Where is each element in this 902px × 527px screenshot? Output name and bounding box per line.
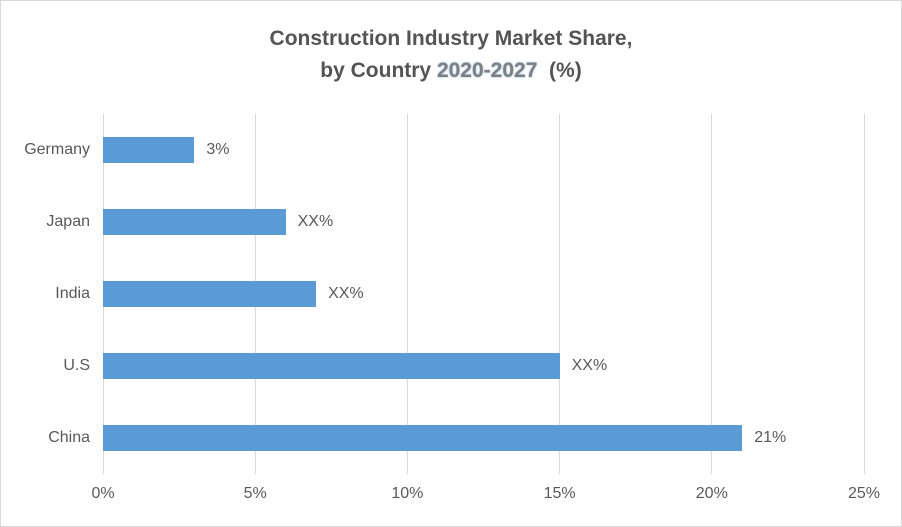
chart-title-year-range: 2020-2027: [436, 59, 538, 82]
data-label: XX%: [297, 213, 334, 230]
bar-us: [103, 353, 560, 379]
category-label: China: [48, 429, 90, 446]
plot-area: Germany 3% Japan XX% India XX% U.S XX% China 21%: [24, 114, 865, 474]
x-axis: 0% 5% 10% 15% 20% 25%: [91, 485, 880, 507]
bar-row-germany: Germany 3%: [24, 114, 864, 186]
gridline: [711, 114, 713, 474]
x-tick-label: 20%: [695, 485, 728, 502]
data-label: XX%: [328, 285, 364, 302]
chart-title: Construction Industry Market Share, by Co…: [1, 23, 901, 87]
x-tick-label: 5%: [243, 485, 267, 502]
gridline: [406, 114, 408, 474]
chart-title-line1: Construction Industry Market Share,: [269, 27, 633, 50]
data-label: 21%: [754, 429, 787, 446]
x-tick-label: 10%: [391, 485, 424, 502]
bar-india: [103, 281, 317, 307]
category-label: Japan: [46, 213, 90, 230]
data-label: XX%: [571, 357, 608, 374]
gridline: [559, 114, 561, 474]
bar-germany: [103, 137, 195, 163]
bar-row-japan: Japan XX%: [46, 186, 864, 258]
chart-title-line2-prefix: by Country: [320, 59, 437, 82]
bar-row-india: India XX%: [55, 258, 864, 330]
x-tick-label: 15%: [543, 485, 576, 502]
category-label: Germany: [24, 141, 90, 158]
gridline: [863, 114, 865, 474]
chart-title-line2-suffix: (%): [537, 59, 582, 82]
category-label: U.S: [63, 357, 90, 374]
bar-china: [103, 425, 743, 451]
data-label: 3%: [206, 141, 230, 158]
bar-row-china: China 21%: [48, 402, 864, 474]
category-label: India: [55, 285, 90, 302]
bar-row-us: U.S XX%: [63, 330, 864, 402]
x-tick-label: 0%: [91, 485, 115, 502]
bar-japan: [103, 209, 286, 235]
x-tick-label: 25%: [847, 485, 881, 502]
